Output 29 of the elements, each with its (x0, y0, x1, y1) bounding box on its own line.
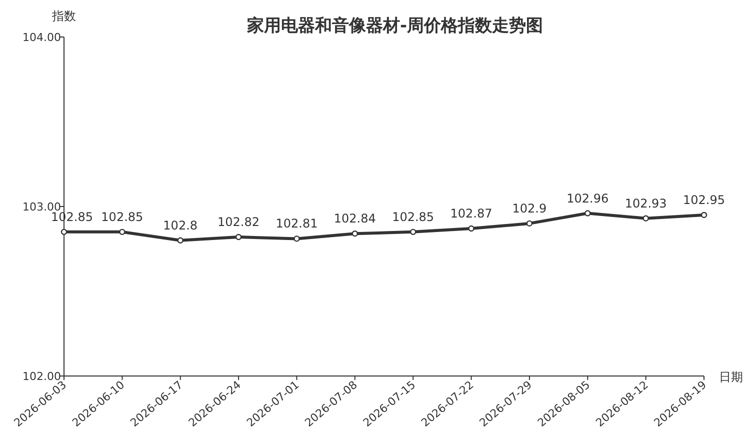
data-label: 102.96 (566, 191, 609, 206)
chart-title: 家用电器和音像器材-周价格指数走势图 (246, 16, 544, 36)
data-label: 102.9 (512, 201, 547, 216)
point (60, 228, 68, 236)
point (584, 210, 591, 216)
data-label: 102.8 (163, 218, 198, 232)
point (642, 215, 649, 222)
point (294, 236, 300, 242)
data-label: 102.82 (218, 215, 260, 230)
point (410, 228, 416, 236)
point (526, 220, 533, 227)
data-label: 102.93 (624, 196, 667, 210)
data-label: 102.85 (392, 210, 434, 224)
point (700, 212, 708, 218)
point (177, 237, 184, 244)
y-tick-label: 102.00 (22, 370, 61, 383)
data-label: 102.84 (334, 212, 376, 226)
y-axis-title: 指数 (51, 9, 76, 23)
point (235, 234, 242, 240)
data-label: 102.87 (450, 206, 492, 221)
y-tick-label: 104.00 (22, 31, 61, 44)
data-label: 102.85 (101, 210, 144, 224)
data-label: 102.81 (276, 216, 318, 231)
point (468, 225, 474, 232)
y-tick-label: 103.00 (22, 200, 61, 214)
x-axis-title: 日期 (719, 370, 743, 384)
point (119, 228, 126, 236)
data-label: 102.95 (683, 192, 725, 207)
point (352, 230, 358, 237)
